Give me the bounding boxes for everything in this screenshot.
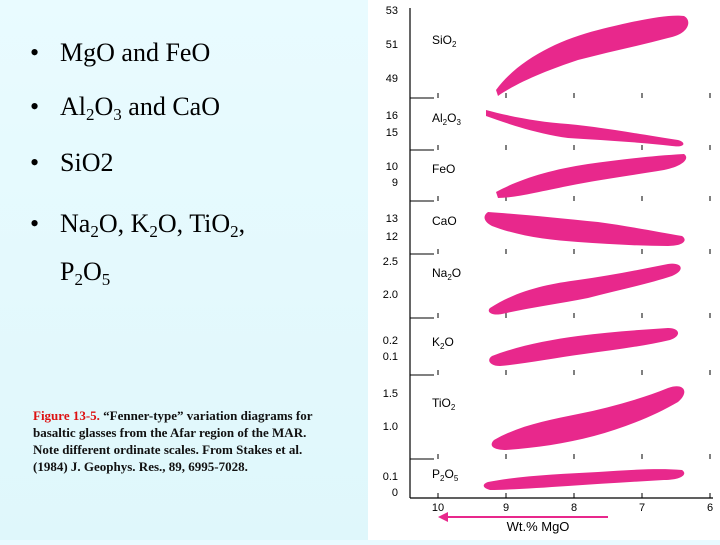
data-field-sio2 bbox=[496, 15, 689, 96]
bullet-sio2: • SiO2 bbox=[30, 148, 113, 178]
oxide-label-na2o: Na2O bbox=[432, 266, 461, 282]
bullet-text: O2 bbox=[81, 148, 114, 177]
oxide-label-k2o: K2O bbox=[432, 335, 454, 351]
bullet-minor-oxides: • Na2O, K2O, TiO2, P2O5 bbox=[30, 204, 245, 300]
variation-diagram: 53 51 49 SiO2 16 15 Al2O3 10 9 FeO 13 12 bbox=[383, 5, 713, 534]
subscript: 2 bbox=[90, 222, 99, 241]
x-tick-label: 6 bbox=[707, 502, 713, 514]
data-field-feo bbox=[496, 154, 687, 198]
bullet-text: O bbox=[94, 92, 114, 121]
y-tick-label: 51 bbox=[386, 39, 398, 51]
bullet-text: , bbox=[238, 209, 246, 238]
x-tick-label: 10 bbox=[432, 502, 444, 514]
panel-feo: 10 9 FeO bbox=[386, 154, 687, 198]
y-tick-label: 0.2 bbox=[383, 335, 398, 347]
y-tick-label: 2.5 bbox=[383, 256, 398, 268]
oxide-label-al2o3: Al2O3 bbox=[432, 111, 461, 127]
data-field-na2o bbox=[488, 263, 681, 315]
data-field-p2o5 bbox=[483, 469, 685, 490]
panel-separators bbox=[410, 93, 711, 498]
bullet-text: O bbox=[191, 38, 211, 67]
bullet-text: O bbox=[82, 257, 102, 286]
oxide-label-sio2: SiO2 bbox=[432, 33, 457, 49]
panel-al2o3: 16 15 Al2O3 bbox=[386, 110, 684, 147]
variation-diagram-panel: 53 51 49 SiO2 16 15 Al2O3 10 9 FeO 13 12 bbox=[368, 0, 720, 540]
oxide-label-cao: CaO bbox=[432, 214, 457, 228]
subscript: 2 bbox=[74, 270, 83, 289]
y-tick-label: 49 bbox=[386, 73, 398, 85]
x-tick-labels: 10 9 8 7 6 bbox=[432, 502, 713, 514]
y-tick-label: 0 bbox=[392, 487, 398, 499]
y-tick-label: 15 bbox=[386, 127, 398, 139]
bullet-text: Al bbox=[60, 92, 86, 121]
y-tick-label: 1.0 bbox=[383, 421, 398, 433]
bullet-text: P bbox=[60, 257, 75, 286]
bullet-text: O bbox=[211, 209, 231, 238]
y-tick-label: 9 bbox=[392, 177, 398, 189]
bullet-dot: • bbox=[30, 38, 40, 67]
bullet-dot: • bbox=[30, 209, 40, 238]
bullet-text: and Ca bbox=[121, 92, 202, 121]
oxide-label-p2o5: P2O5 bbox=[432, 467, 459, 483]
y-tick-label: 1.5 bbox=[383, 388, 398, 400]
data-field-k2o bbox=[489, 328, 679, 366]
figure-caption: Figure 13-5. “Fenner-type” variation dia… bbox=[33, 407, 323, 475]
oxide-label-tio2: TiO2 bbox=[432, 396, 456, 412]
bullet-al2o3-cao: • Al2O3 and CaO bbox=[30, 92, 220, 125]
subscript: 2 bbox=[86, 105, 95, 124]
x-axis-label: Wt.% MgO bbox=[507, 519, 570, 534]
arrow-left-icon bbox=[438, 512, 608, 522]
data-field-cao bbox=[484, 212, 685, 246]
bullet-dot: • bbox=[30, 148, 40, 177]
y-tick-label: 16 bbox=[386, 110, 398, 122]
bullet-mgo-feo: • MgO and FeO bbox=[30, 38, 210, 68]
bullet-dot: • bbox=[30, 92, 40, 121]
panel-tio2: 1.5 1.0 TiO2 bbox=[383, 386, 685, 450]
x-tick-label: 8 bbox=[571, 502, 577, 514]
figure-label: Figure 13-5. bbox=[33, 408, 100, 423]
panel-k2o: 0.2 0.1 K2O bbox=[383, 328, 679, 366]
y-tick-label: 12 bbox=[386, 231, 398, 243]
panel-cao: 13 12 CaO bbox=[386, 212, 685, 246]
y-tick-label: 0.1 bbox=[383, 351, 398, 363]
data-field-tio2 bbox=[491, 386, 685, 450]
oxide-label-feo: FeO bbox=[432, 162, 455, 176]
bullet-text: Mg bbox=[60, 38, 97, 67]
y-tick-label: 13 bbox=[386, 213, 398, 225]
subscript: 5 bbox=[101, 270, 111, 289]
bullet-text: Si bbox=[60, 148, 82, 177]
panel-sio2: 53 51 49 SiO2 bbox=[386, 5, 689, 96]
y-tick-label: 2.0 bbox=[383, 289, 398, 301]
subscript: 2 bbox=[149, 222, 158, 241]
x-tick-label: 7 bbox=[639, 502, 645, 514]
bullet-text: O bbox=[201, 92, 220, 121]
y-tick-label: 53 bbox=[386, 5, 398, 17]
panel-na2o: 2.5 2.0 Na2O bbox=[383, 256, 681, 315]
bullet-text: O, Ti bbox=[157, 209, 212, 238]
x-tick-label: 9 bbox=[503, 502, 509, 514]
bullet-text: Na bbox=[60, 209, 91, 238]
subscript: 3 bbox=[113, 105, 122, 124]
caption-text: “Fenner-type” variation diagrams for bas… bbox=[33, 408, 313, 474]
bullet-text: O, K bbox=[98, 209, 150, 238]
y-tick-label: 0.1 bbox=[383, 471, 398, 483]
bullet-text: O and Fe bbox=[96, 38, 192, 67]
subscript: 2 bbox=[230, 222, 239, 241]
panel-p2o5: 0.1 0 P2O5 bbox=[383, 467, 685, 499]
data-field-al2o3 bbox=[486, 110, 684, 147]
y-tick-label: 10 bbox=[386, 161, 398, 173]
